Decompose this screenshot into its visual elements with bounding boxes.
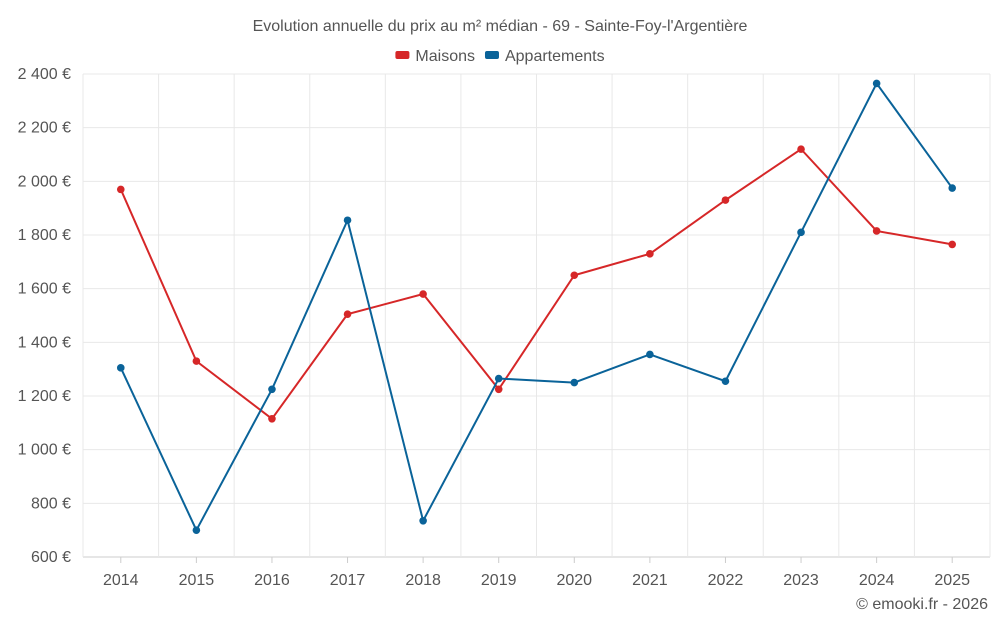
data-point-appartements-2018[interactable] <box>419 516 427 525</box>
y-axis-tick-labels: 600 € 800 € 1 000 € 1 200 € 1 400 € 1 600 € 1 … <box>18 66 71 566</box>
x-tick-label: 2018 <box>405 572 441 589</box>
data-point-appartements-2019[interactable] <box>494 374 503 383</box>
x-tick-label: 2014 <box>103 572 139 589</box>
legend-item-appartements[interactable]: Appartements <box>484 48 605 65</box>
data-point-appartements-2024[interactable] <box>872 79 881 88</box>
x-tick-label: 2021 <box>632 572 668 589</box>
data-point-appartements-2023[interactable] <box>797 228 805 237</box>
legend-label: Appartements <box>505 48 605 65</box>
data-point-maisons-2016[interactable] <box>268 415 276 423</box>
x-tick-label: 2016 <box>254 572 290 589</box>
series-lines <box>119 81 954 533</box>
legend-swatch <box>395 51 410 59</box>
data-point-maisons-2018[interactable] <box>419 290 427 298</box>
x-tick-label: 2022 <box>708 572 744 589</box>
data-point-maisons-2023[interactable] <box>797 145 805 153</box>
data-point-maisons-2025[interactable] <box>948 240 957 249</box>
x-tick-label: 2023 <box>783 572 819 589</box>
x-tick-label: 2015 <box>179 572 215 589</box>
data-point-appartements-2020[interactable] <box>570 378 579 387</box>
data-point-appartements-2016[interactable] <box>268 385 276 394</box>
y-tick-label: 1 400 € <box>18 334 71 351</box>
series-points <box>116 79 957 534</box>
series-line-maisons <box>119 147 953 421</box>
x-tick-label: 2025 <box>934 572 970 589</box>
y-tick-label: 2 200 € <box>18 120 71 137</box>
y-tick-label: 1 000 € <box>18 442 71 459</box>
y-tick-label: 1 200 € <box>18 388 71 405</box>
y-tick-label: 1 600 € <box>18 281 71 298</box>
data-point-maisons-2024[interactable] <box>872 227 881 235</box>
y-tick-label: 2 400 € <box>18 66 71 83</box>
data-point-maisons-2017[interactable] <box>343 310 352 318</box>
data-point-maisons-2022[interactable] <box>721 196 730 204</box>
data-point-maisons-2014[interactable] <box>116 185 125 194</box>
data-point-appartements-2025[interactable] <box>948 184 957 192</box>
x-tick-label: 2024 <box>859 572 895 589</box>
chart-title: Evolution annuelle du prix au m² médian … <box>253 18 748 35</box>
legend-label: Maisons <box>415 48 475 65</box>
chart-grid <box>82 73 991 563</box>
data-point-maisons-2015[interactable] <box>192 357 201 365</box>
data-point-appartements-2017[interactable] <box>343 216 352 225</box>
y-tick-label: 2 000 € <box>18 173 71 190</box>
y-tick-label: 800 € <box>31 495 71 512</box>
chart-legend: Maisons Appartements <box>395 48 605 65</box>
data-point-appartements-2022[interactable] <box>721 377 730 386</box>
data-point-maisons-2020[interactable] <box>570 271 579 280</box>
data-point-appartements-2015[interactable] <box>192 526 201 534</box>
data-point-maisons-2019[interactable] <box>494 385 503 394</box>
y-tick-label: 600 € <box>31 549 71 566</box>
x-tick-label: 2020 <box>556 572 592 589</box>
legend-swatch <box>484 51 499 59</box>
x-axis-tick-labels: 2014 2015 2016 2017 2018 2019 2020 2021 2022 2023… <box>103 572 970 589</box>
data-point-appartements-2021[interactable] <box>646 350 654 359</box>
x-tick-label: 2017 <box>330 572 366 589</box>
series-line-appartements <box>119 81 954 533</box>
chart-credit: © emooki.fr - 2026 <box>856 596 988 613</box>
data-point-appartements-2014[interactable] <box>116 364 125 372</box>
y-tick-label: 1 800 € <box>18 227 71 244</box>
legend-item-maisons[interactable]: Maisons <box>395 48 475 65</box>
data-point-maisons-2021[interactable] <box>646 249 654 258</box>
x-tick-label: 2019 <box>481 572 517 589</box>
